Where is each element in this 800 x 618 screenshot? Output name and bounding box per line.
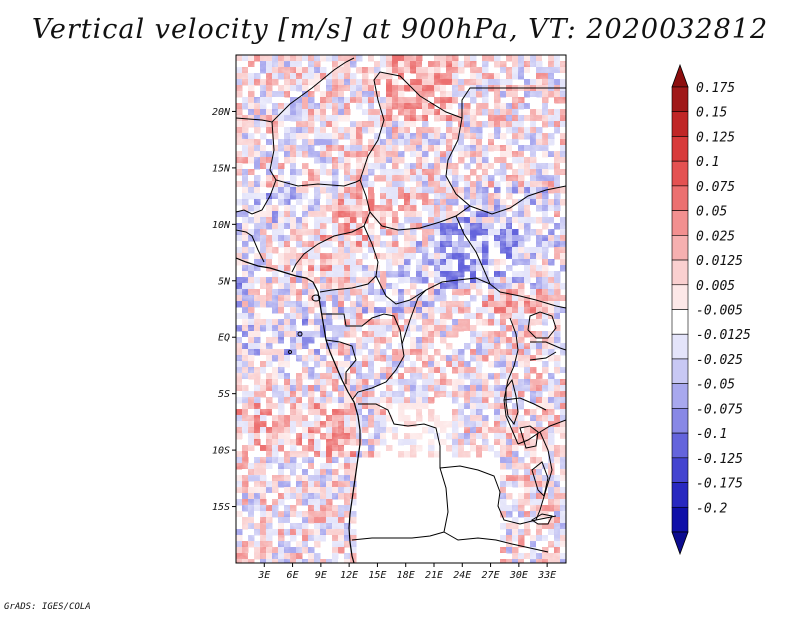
grads-credit: GrADS: IGES/COLA	[4, 602, 91, 612]
lat-tick-label: 20N	[212, 107, 231, 118]
colorbar-swatch	[671, 235, 689, 261]
lat-tick-label: 10N	[212, 220, 231, 231]
colorbar-label: -0.125	[696, 452, 743, 467]
colorbar-top-triangle	[671, 63, 689, 88]
lon-tick-label: 24E	[453, 570, 471, 581]
lat-tick-label: 5N	[218, 276, 231, 287]
colorbar-swatch	[671, 86, 689, 113]
colorbar-bottom-triangle	[671, 531, 689, 556]
lon-tick-label: 21E	[425, 570, 443, 581]
lon-tick-label: 15E	[368, 570, 386, 581]
lat-tick-label: EQ	[218, 333, 230, 344]
colorbar-label: 0.0125	[696, 254, 743, 269]
colorbar-label: -0.005	[696, 304, 743, 319]
lakes	[505, 311, 557, 525]
colorbar-label: -0.2	[696, 501, 727, 516]
colorbar-label: -0.025	[696, 353, 743, 368]
coastline	[236, 257, 361, 563]
lat-tick-label: 5S	[218, 389, 230, 400]
lat-tick-label: 10S	[212, 446, 230, 457]
colorbar-label: 0.175	[696, 81, 735, 96]
colorbar-swatch	[671, 160, 689, 187]
colorbar-label: -0.0125	[696, 328, 751, 343]
lon-tick-label: 9E	[315, 570, 327, 581]
colorbar-label: 0.125	[696, 130, 735, 145]
lat-tick-label: 15S	[212, 502, 230, 513]
country-borders	[236, 57, 566, 553]
colorbar-swatch	[671, 383, 689, 409]
colorbar-swatch	[671, 408, 689, 434]
colorbar-swatch	[671, 457, 689, 483]
lon-tick-label: 30E	[509, 570, 528, 581]
colorbar-swatch	[671, 358, 689, 384]
map-plot-area	[236, 55, 566, 563]
colorbar-label: 0.025	[696, 229, 735, 244]
colorbar-swatch	[671, 111, 689, 137]
colorbar-label: 0.05	[696, 205, 727, 220]
colorbar-swatch	[671, 309, 689, 335]
lon-tick-label: 3E	[257, 570, 270, 581]
colorbar-swatch	[671, 482, 689, 508]
colorbar-swatch	[671, 333, 689, 360]
colorbar-label: -0.1	[696, 427, 727, 442]
colorbar-label: -0.05	[696, 378, 735, 393]
latitude-axis: 20N 15N 10N 5N EQ 5S 10S 15S	[212, 107, 236, 513]
map-frame	[235, 54, 567, 564]
colorbar-label: 0.005	[696, 279, 735, 294]
longitude-axis: 3E 6E 9E 12E 15E 18E 21E 24E 27E 30E 33E	[257, 563, 556, 581]
colorbar-label: 0.15	[696, 106, 727, 121]
colorbar-swatch	[671, 185, 689, 211]
chart-title: Vertical velocity [m/s] at 900hPa, VT: 2…	[31, 14, 769, 45]
colorbar-swatch	[671, 210, 689, 236]
lon-tick-label: 12E	[340, 570, 358, 581]
colorbar: 0.175 0.15 0.125 0.1 0.075 0.05 0.025 0.0125 0.0…	[671, 63, 751, 556]
colorbar-label: -0.175	[696, 477, 743, 492]
lon-tick-label: 33E	[537, 570, 556, 581]
lon-tick-label: 18E	[397, 570, 415, 581]
colorbar-label: -0.075	[696, 402, 743, 417]
lat-tick-label: 15N	[212, 163, 231, 174]
islands	[288, 294, 321, 354]
colorbar-swatch	[671, 284, 689, 310]
colorbar-swatch	[671, 432, 689, 459]
colorbar-label: 0.075	[696, 180, 735, 195]
colorbar-swatch	[671, 136, 689, 162]
colorbar-swatch	[671, 259, 689, 286]
lon-tick-label: 6E	[287, 570, 299, 581]
field-texture	[236, 55, 566, 563]
colorbar-swatch	[671, 506, 689, 533]
lon-tick-label: 27E	[482, 570, 500, 581]
colorbar-label: 0.1	[696, 155, 719, 170]
